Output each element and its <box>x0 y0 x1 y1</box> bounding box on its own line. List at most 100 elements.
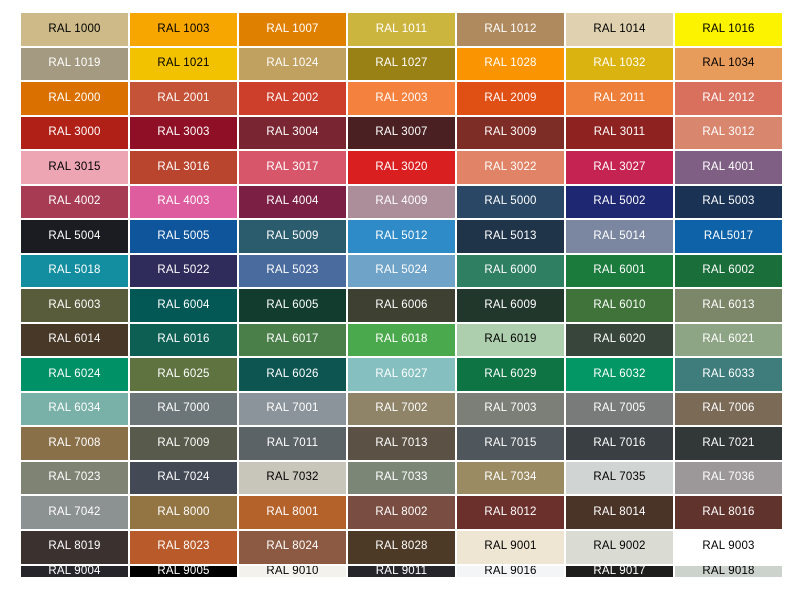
colour-swatch[interactable]: RAL 9004 <box>21 565 128 577</box>
colour-swatch[interactable]: RAL 9003 <box>675 530 782 564</box>
colour-swatch[interactable]: RAL 6034 <box>21 392 128 426</box>
colour-swatch[interactable]: RAL 3015 <box>21 151 128 184</box>
colour-swatch[interactable]: RAL 6014 <box>21 323 128 357</box>
colour-swatch[interactable]: RAL 6009 <box>457 289 564 322</box>
colour-swatch[interactable]: RAL 5024 <box>348 254 455 288</box>
colour-swatch[interactable]: RAL 9016 <box>457 565 564 577</box>
colour-swatch[interactable]: RAL 1034 <box>675 47 782 81</box>
colour-swatch[interactable]: RAL 5018 <box>21 254 128 288</box>
colour-swatch[interactable]: RAL 8002 <box>348 496 455 529</box>
colour-swatch[interactable]: RAL 8016 <box>675 496 782 529</box>
colour-swatch[interactable]: RAL 7013 <box>348 427 455 460</box>
colour-swatch[interactable]: RAL 8012 <box>457 496 564 529</box>
colour-swatch[interactable]: RAL 7000 <box>130 392 237 426</box>
colour-swatch[interactable]: RAL 7016 <box>566 427 673 460</box>
colour-swatch[interactable]: RAL 1021 <box>130 47 237 81</box>
colour-swatch[interactable]: RAL 2002 <box>239 82 346 115</box>
colour-swatch[interactable]: RAL 1019 <box>21 47 128 81</box>
colour-swatch[interactable]: RAL 9001 <box>457 530 564 564</box>
colour-swatch[interactable]: RAL 8001 <box>239 496 346 529</box>
colour-swatch[interactable]: RAL 6016 <box>130 323 237 357</box>
colour-swatch[interactable]: RAL 4001 <box>675 151 782 184</box>
colour-swatch[interactable]: RAL 5013 <box>457 220 564 253</box>
colour-swatch[interactable]: RAL 3011 <box>566 116 673 150</box>
colour-swatch[interactable]: RAL 3000 <box>21 116 128 150</box>
colour-swatch[interactable]: RAL 5000 <box>457 185 564 219</box>
colour-swatch[interactable]: RAL 7021 <box>675 427 782 460</box>
colour-swatch[interactable]: RAL 1027 <box>348 47 455 81</box>
colour-swatch[interactable]: RAL5017 <box>675 220 782 253</box>
colour-swatch[interactable]: RAL 1012 <box>457 13 564 46</box>
colour-swatch[interactable]: RAL 7024 <box>130 461 237 495</box>
colour-swatch[interactable]: RAL 1007 <box>239 13 346 46</box>
colour-swatch[interactable]: RAL 8019 <box>21 530 128 564</box>
colour-swatch[interactable]: RAL 7015 <box>457 427 564 460</box>
colour-swatch[interactable]: RAL 5004 <box>21 220 128 253</box>
colour-swatch[interactable]: RAL 2000 <box>21 82 128 115</box>
colour-swatch[interactable]: RAL 3007 <box>348 116 455 150</box>
colour-swatch[interactable]: RAL 7003 <box>457 392 564 426</box>
colour-swatch[interactable]: RAL 6013 <box>675 289 782 322</box>
colour-swatch[interactable]: RAL 6033 <box>675 358 782 391</box>
colour-swatch[interactable]: RAL 6000 <box>457 254 564 288</box>
colour-swatch[interactable]: RAL 6002 <box>675 254 782 288</box>
colour-swatch[interactable]: RAL 5022 <box>130 254 237 288</box>
colour-swatch[interactable]: RAL 6006 <box>348 289 455 322</box>
colour-swatch[interactable]: RAL 1014 <box>566 13 673 46</box>
colour-swatch[interactable]: RAL 7032 <box>239 461 346 495</box>
colour-swatch[interactable]: RAL 8028 <box>348 530 455 564</box>
colour-swatch[interactable]: RAL 2012 <box>675 82 782 115</box>
colour-swatch[interactable]: RAL 7006 <box>675 392 782 426</box>
colour-swatch[interactable]: RAL 7042 <box>21 496 128 529</box>
colour-swatch[interactable]: RAL 7009 <box>130 427 237 460</box>
colour-swatch[interactable]: RAL 1032 <box>566 47 673 81</box>
colour-swatch[interactable]: RAL 5023 <box>239 254 346 288</box>
colour-swatch[interactable]: RAL 6021 <box>675 323 782 357</box>
colour-swatch[interactable]: RAL 7008 <box>21 427 128 460</box>
colour-swatch[interactable]: RAL 3016 <box>130 151 237 184</box>
colour-swatch[interactable]: RAL 7034 <box>457 461 564 495</box>
colour-swatch[interactable]: RAL 8000 <box>130 496 237 529</box>
colour-swatch[interactable]: RAL 6027 <box>348 358 455 391</box>
colour-swatch[interactable]: RAL 9010 <box>239 565 346 577</box>
colour-swatch[interactable]: RAL 4002 <box>21 185 128 219</box>
colour-swatch[interactable]: RAL 5014 <box>566 220 673 253</box>
colour-swatch[interactable]: RAL 1028 <box>457 47 564 81</box>
colour-swatch[interactable]: RAL 2003 <box>348 82 455 115</box>
colour-swatch[interactable]: RAL 7011 <box>239 427 346 460</box>
colour-swatch[interactable]: RAL 2001 <box>130 82 237 115</box>
colour-swatch[interactable]: RAL 6019 <box>457 323 564 357</box>
colour-swatch[interactable]: RAL 5009 <box>239 220 346 253</box>
colour-swatch[interactable]: RAL 7002 <box>348 392 455 426</box>
colour-swatch[interactable]: RAL 2009 <box>457 82 564 115</box>
colour-swatch[interactable]: RAL 7036 <box>675 461 782 495</box>
colour-swatch[interactable]: RAL 5003 <box>675 185 782 219</box>
colour-swatch[interactable]: RAL 1016 <box>675 13 782 46</box>
colour-swatch[interactable]: RAL 3027 <box>566 151 673 184</box>
colour-swatch[interactable]: RAL 6024 <box>21 358 128 391</box>
colour-swatch[interactable]: RAL 2011 <box>566 82 673 115</box>
colour-swatch[interactable]: RAL 6004 <box>130 289 237 322</box>
colour-swatch[interactable]: RAL 5002 <box>566 185 673 219</box>
colour-swatch[interactable]: RAL 6029 <box>457 358 564 391</box>
colour-swatch[interactable]: RAL 3004 <box>239 116 346 150</box>
colour-swatch[interactable]: RAL 6026 <box>239 358 346 391</box>
colour-swatch[interactable]: RAL 7005 <box>566 392 673 426</box>
colour-swatch[interactable]: RAL 6003 <box>21 289 128 322</box>
colour-swatch[interactable]: RAL 7023 <box>21 461 128 495</box>
colour-swatch[interactable]: RAL 6032 <box>566 358 673 391</box>
colour-swatch[interactable]: RAL 3003 <box>130 116 237 150</box>
colour-swatch[interactable]: RAL 6001 <box>566 254 673 288</box>
colour-swatch[interactable]: RAL 6018 <box>348 323 455 357</box>
colour-swatch[interactable]: RAL 5012 <box>348 220 455 253</box>
colour-swatch[interactable]: RAL 7033 <box>348 461 455 495</box>
colour-swatch[interactable]: RAL 9017 <box>566 565 673 577</box>
colour-swatch[interactable]: RAL 4009 <box>348 185 455 219</box>
colour-swatch[interactable]: RAL 4003 <box>130 185 237 219</box>
colour-swatch[interactable]: RAL 6017 <box>239 323 346 357</box>
colour-swatch[interactable]: RAL 3017 <box>239 151 346 184</box>
colour-swatch[interactable]: RAL 6020 <box>566 323 673 357</box>
colour-swatch[interactable]: RAL 9005 <box>130 565 237 577</box>
colour-swatch[interactable]: RAL 7001 <box>239 392 346 426</box>
colour-swatch[interactable]: RAL 6010 <box>566 289 673 322</box>
